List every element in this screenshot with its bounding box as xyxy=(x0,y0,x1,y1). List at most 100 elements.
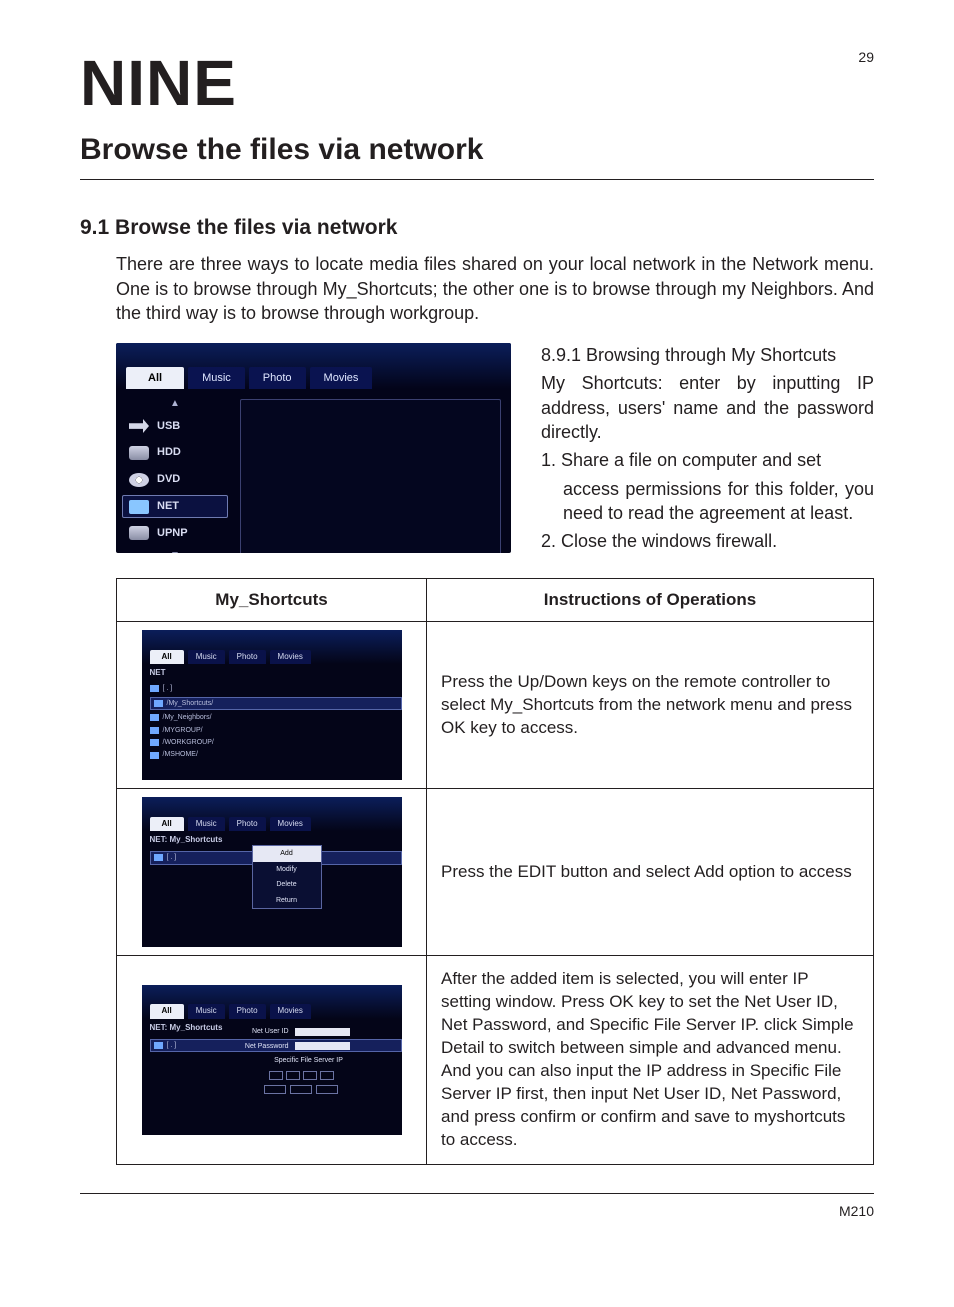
folder-icon xyxy=(150,685,159,692)
ip-boxes xyxy=(269,1071,334,1080)
label: UPNP xyxy=(157,526,188,541)
instruction-cell: Press the EDIT button and select Add opt… xyxy=(427,789,874,956)
sidebar-item-dvd: DVD xyxy=(122,468,228,491)
arrow-down-icon: ▼ xyxy=(122,549,228,553)
divider xyxy=(80,179,874,180)
list-header: NET xyxy=(150,668,402,679)
mini-screenshot-3: All Music Photo Movies NET: My_Shortcuts… xyxy=(142,985,402,1135)
dvd-icon xyxy=(129,473,149,487)
popup-option: Return xyxy=(253,893,321,908)
sidebar-item-upnp: UPNP xyxy=(122,522,228,545)
folder-icon xyxy=(154,854,163,861)
label: USB xyxy=(157,419,180,434)
label: NET xyxy=(157,499,179,514)
table-row: All Music Photo Movies NET [ . ] /My_Sho… xyxy=(117,622,874,789)
section-title: 9.1 Browse the files via network xyxy=(80,214,874,242)
folder-icon xyxy=(150,752,159,759)
label: HDD xyxy=(157,445,181,460)
form-button xyxy=(264,1085,286,1094)
usb-icon xyxy=(129,419,149,433)
tab-movies: Movies xyxy=(310,367,373,389)
tab-photo: Photo xyxy=(249,367,306,389)
subsection-heading: 8.9.1 Browsing through My Shortcuts xyxy=(541,343,874,367)
list-item: /My_Shortcuts/ xyxy=(150,697,402,710)
list-item: [ . ] xyxy=(150,684,402,693)
mini-screenshot-1: All Music Photo Movies NET [ . ] /My_Sho… xyxy=(142,630,402,780)
table-row: All Music Photo Movies NET: My_Shortcuts… xyxy=(117,956,874,1165)
tab-all: All xyxy=(126,367,184,389)
device-content-pane xyxy=(240,399,501,553)
list-item: /MYGROUP/ xyxy=(150,726,402,735)
intro-paragraph: There are three ways to locate media fil… xyxy=(116,252,874,325)
net-icon xyxy=(129,500,149,514)
device-sidebar: ▲ USB HDD DVD NET UPNP ▼ xyxy=(116,389,236,553)
label: DVD xyxy=(157,472,180,487)
subsection-line: My Shortcuts: enter by inputting IP addr… xyxy=(541,371,874,444)
device-screenshot-main: All Music Photo Movies ▲ USB HDD DVD NET… xyxy=(116,343,511,553)
popup-option: Add xyxy=(253,846,321,861)
upnp-icon xyxy=(129,526,149,540)
sidebar-item-net: NET xyxy=(122,495,228,518)
list-item-1-body: access permissions for this folder, you … xyxy=(563,477,874,526)
tab-photo: Photo xyxy=(229,650,266,665)
table-header-right: Instructions of Operations xyxy=(427,578,874,622)
folder-icon xyxy=(150,714,159,721)
folder-icon xyxy=(154,1042,163,1049)
page-header: 29 Nine Browse the files via network xyxy=(80,40,874,171)
page-number: 29 xyxy=(858,48,874,67)
tab-strip: All Music Photo Movies xyxy=(116,343,511,389)
list-item: /MSHOME/ xyxy=(150,750,402,759)
list-item: /My_Neighbors/ xyxy=(150,713,402,722)
mini-screenshot-2: All Music Photo Movies NET: My_Shortcuts… xyxy=(142,797,402,947)
table-header-left: My_Shortcuts xyxy=(117,578,427,622)
tab-all: All xyxy=(150,1004,184,1019)
tab-photo: Photo xyxy=(229,817,266,832)
input-box xyxy=(295,1042,350,1050)
table-row: All Music Photo Movies NET: My_Shortcuts… xyxy=(117,789,874,956)
folder-icon xyxy=(150,739,159,746)
list-item-1: 1. Share a file on computer and set xyxy=(541,448,874,472)
popup-option: Modify xyxy=(253,862,321,877)
folder-icon xyxy=(150,727,159,734)
chapter-subtitle: Browse the files via network xyxy=(80,130,874,171)
form-buttons xyxy=(264,1085,338,1094)
instruction-cell: After the added item is selected, you wi… xyxy=(427,956,874,1165)
form-button xyxy=(316,1085,338,1094)
popup-option: Delete xyxy=(253,877,321,892)
ip-octet xyxy=(269,1071,283,1080)
form-label: Specific File Server IP xyxy=(234,1056,384,1065)
sidebar-item-hdd: HDD xyxy=(122,441,228,464)
right-column-text: 8.9.1 Browsing through My Shortcuts My S… xyxy=(541,343,874,557)
list-item: /WORKGROUP/ xyxy=(150,738,402,747)
footer-divider xyxy=(80,1193,874,1194)
form-label: Net User ID xyxy=(234,1027,289,1036)
list-item-2: 2. Close the windows firewall. xyxy=(541,529,874,553)
chapter-title: Nine xyxy=(80,40,874,126)
tab-movies: Movies xyxy=(270,650,311,665)
popup-menu: Add Modify Delete Return xyxy=(252,845,322,909)
ip-octet xyxy=(320,1071,334,1080)
tab-movies: Movies xyxy=(270,1004,311,1019)
tab-music: Music xyxy=(188,650,225,665)
tab-all: All xyxy=(150,650,184,665)
ip-octet xyxy=(286,1071,300,1080)
hdd-icon xyxy=(129,446,149,460)
tab-music: Music xyxy=(188,817,225,832)
tab-music: Music xyxy=(188,367,245,389)
sidebar-item-usb: USB xyxy=(122,415,228,438)
tab-photo: Photo xyxy=(229,1004,266,1019)
instruction-cell: Press the Up/Down keys on the remote con… xyxy=(427,622,874,789)
ip-form: Net User ID Net Password Specific File S… xyxy=(234,1027,384,1093)
form-button xyxy=(290,1085,312,1094)
arrow-up-icon: ▲ xyxy=(122,397,228,411)
operations-table: My_Shortcuts Instructions of Operations … xyxy=(116,578,874,1165)
folder-icon xyxy=(154,700,163,707)
tab-all: All xyxy=(150,817,184,832)
tab-music: Music xyxy=(188,1004,225,1019)
tab-movies: Movies xyxy=(270,817,311,832)
section: 9.1 Browse the files via network There a… xyxy=(80,214,874,1165)
footer-model: M210 xyxy=(80,1202,874,1221)
ip-octet xyxy=(303,1071,317,1080)
form-label: Net Password xyxy=(234,1042,289,1051)
input-box xyxy=(295,1028,350,1036)
